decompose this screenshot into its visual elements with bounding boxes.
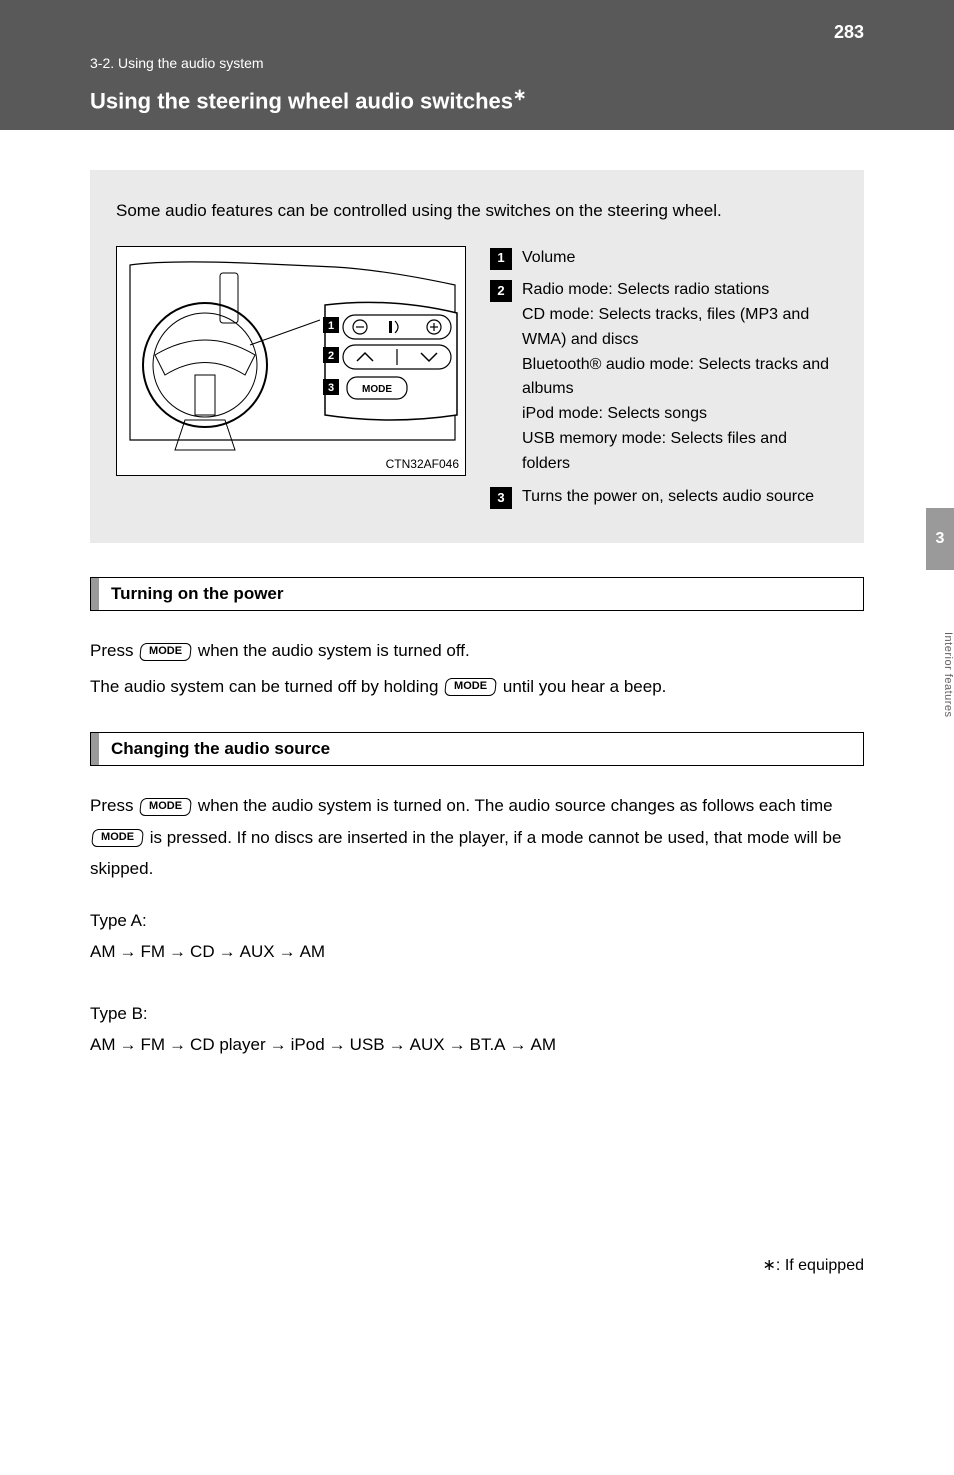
callout-item: 3 Turns the power on, selects audio sour… xyxy=(490,485,838,510)
breadcrumb: 3-2. Using the audio system xyxy=(90,55,264,71)
callout-list: 1 Volume 2 Radio mode: Selects radio sta… xyxy=(490,246,838,518)
heading-accent xyxy=(91,578,99,610)
callout-num-3: 3 xyxy=(490,487,512,509)
type-b-label: Type B: xyxy=(90,998,864,1029)
svg-text:2: 2 xyxy=(328,350,334,362)
intro-box: Some audio features can be controlled us… xyxy=(90,170,864,543)
section-heading: Changing the audio source xyxy=(90,732,864,766)
chain-item: AM xyxy=(531,1035,557,1054)
type-a-chain: AM→FM→CD→AUX→AM xyxy=(90,936,864,967)
s2-suffix: is pressed. If no discs are inserted in … xyxy=(90,828,841,878)
steering-wheel-diagram: MODE 1 2 3 xyxy=(125,255,459,455)
callout-text-1: Volume xyxy=(522,246,838,271)
header-bar: 283 3-2. Using the audio system Using th… xyxy=(0,0,954,130)
title-text: Using the steering wheel audio switches xyxy=(90,88,513,113)
chain-item: AUX xyxy=(410,1035,445,1054)
s2-mid: when the audio system is turned on. The … xyxy=(193,796,832,815)
section-heading: Turning on the power xyxy=(90,577,864,611)
arrow-icon: → xyxy=(510,1029,527,1060)
page-number: 283 xyxy=(834,22,864,43)
chain-item: AM xyxy=(300,942,326,961)
chain-item: iPod xyxy=(291,1035,325,1054)
svg-text:MODE: MODE xyxy=(362,384,392,395)
mode-button-icon: MODE xyxy=(139,643,192,661)
chain-item: FM xyxy=(141,942,166,961)
arrow-icon: → xyxy=(389,1029,406,1060)
s1-l2-suffix: until you hear a beep. xyxy=(498,677,666,696)
side-tab-label: Interior features xyxy=(926,575,954,775)
arrow-icon: → xyxy=(169,936,186,967)
footnote: ∗: If equipped xyxy=(763,1255,864,1275)
section1-line1: Press MODE when the audio system is turn… xyxy=(90,635,864,666)
side-tab-number: 3 xyxy=(926,508,954,570)
arrow-icon: → xyxy=(449,1029,466,1060)
arrow-icon: → xyxy=(279,936,296,967)
heading-text-1: Turning on the power xyxy=(99,578,863,610)
content-area: Some audio features can be controlled us… xyxy=(0,130,954,1060)
heading-text-2: Changing the audio source xyxy=(99,733,863,765)
chain-item: CD player xyxy=(190,1035,266,1054)
type-a-label: Type A: xyxy=(90,905,864,936)
type-b-chain: AM→FM→CD player→iPod→USB→AUX→BT.A→AM xyxy=(90,1029,864,1060)
section2-body: Press MODE when the audio system is turn… xyxy=(90,790,864,884)
svg-text:1: 1 xyxy=(328,320,334,332)
chain-item: BT.A xyxy=(470,1035,506,1054)
svg-text:3: 3 xyxy=(328,382,334,394)
figure-illustration: MODE 1 2 3 CTN32AF046 xyxy=(116,246,466,476)
arrow-icon: → xyxy=(270,1029,287,1060)
arrow-icon: → xyxy=(120,936,137,967)
title-asterisk: ∗ xyxy=(513,87,526,104)
chain-item: AM xyxy=(90,1035,116,1054)
chain-item: FM xyxy=(141,1035,166,1054)
arrow-icon: → xyxy=(120,1029,137,1060)
chain-item: AUX xyxy=(240,942,275,961)
s1-l2-prefix: The audio system can be turned off by ho… xyxy=(90,677,443,696)
figure-code: CTN32AF046 xyxy=(386,457,459,471)
mode-button-icon: MODE xyxy=(91,829,144,847)
callout-text-2: Radio mode: Selects radio stations CD mo… xyxy=(522,278,838,476)
callout-item: 1 Volume xyxy=(490,246,838,271)
callout-text-3: Turns the power on, selects audio source xyxy=(522,485,838,510)
mode-button-icon: MODE xyxy=(139,798,192,816)
intro-text: Some audio features can be controlled us… xyxy=(116,198,838,224)
arrow-icon: → xyxy=(169,1029,186,1060)
type-b-block: Type B: AM→FM→CD player→iPod→USB→AUX→BT.… xyxy=(90,998,864,1061)
s1-prefix: Press xyxy=(90,641,138,660)
footnote-text: : If equipped xyxy=(776,1257,864,1274)
heading-accent xyxy=(91,733,99,765)
footnote-asterisk: ∗ xyxy=(763,1257,776,1274)
figure-row: MODE 1 2 3 CTN32AF046 1 Volume xyxy=(116,246,838,518)
s2-prefix: Press xyxy=(90,796,138,815)
page-title: Using the steering wheel audio switches∗ xyxy=(90,85,526,114)
chain-item: AM xyxy=(90,942,116,961)
chain-item: USB xyxy=(350,1035,385,1054)
arrow-icon: → xyxy=(219,936,236,967)
mode-button-icon: MODE xyxy=(444,678,497,696)
section1-line2: The audio system can be turned off by ho… xyxy=(90,671,864,702)
s1-mid: when the audio system is turned off. xyxy=(193,641,470,660)
type-a-block: Type A: AM→FM→CD→AUX→AM xyxy=(90,905,864,968)
callout-num-2: 2 xyxy=(490,280,512,302)
arrow-icon: → xyxy=(329,1029,346,1060)
callout-num-1: 1 xyxy=(490,248,512,270)
callout-item: 2 Radio mode: Selects radio stations CD … xyxy=(490,278,838,476)
chain-item: CD xyxy=(190,942,215,961)
